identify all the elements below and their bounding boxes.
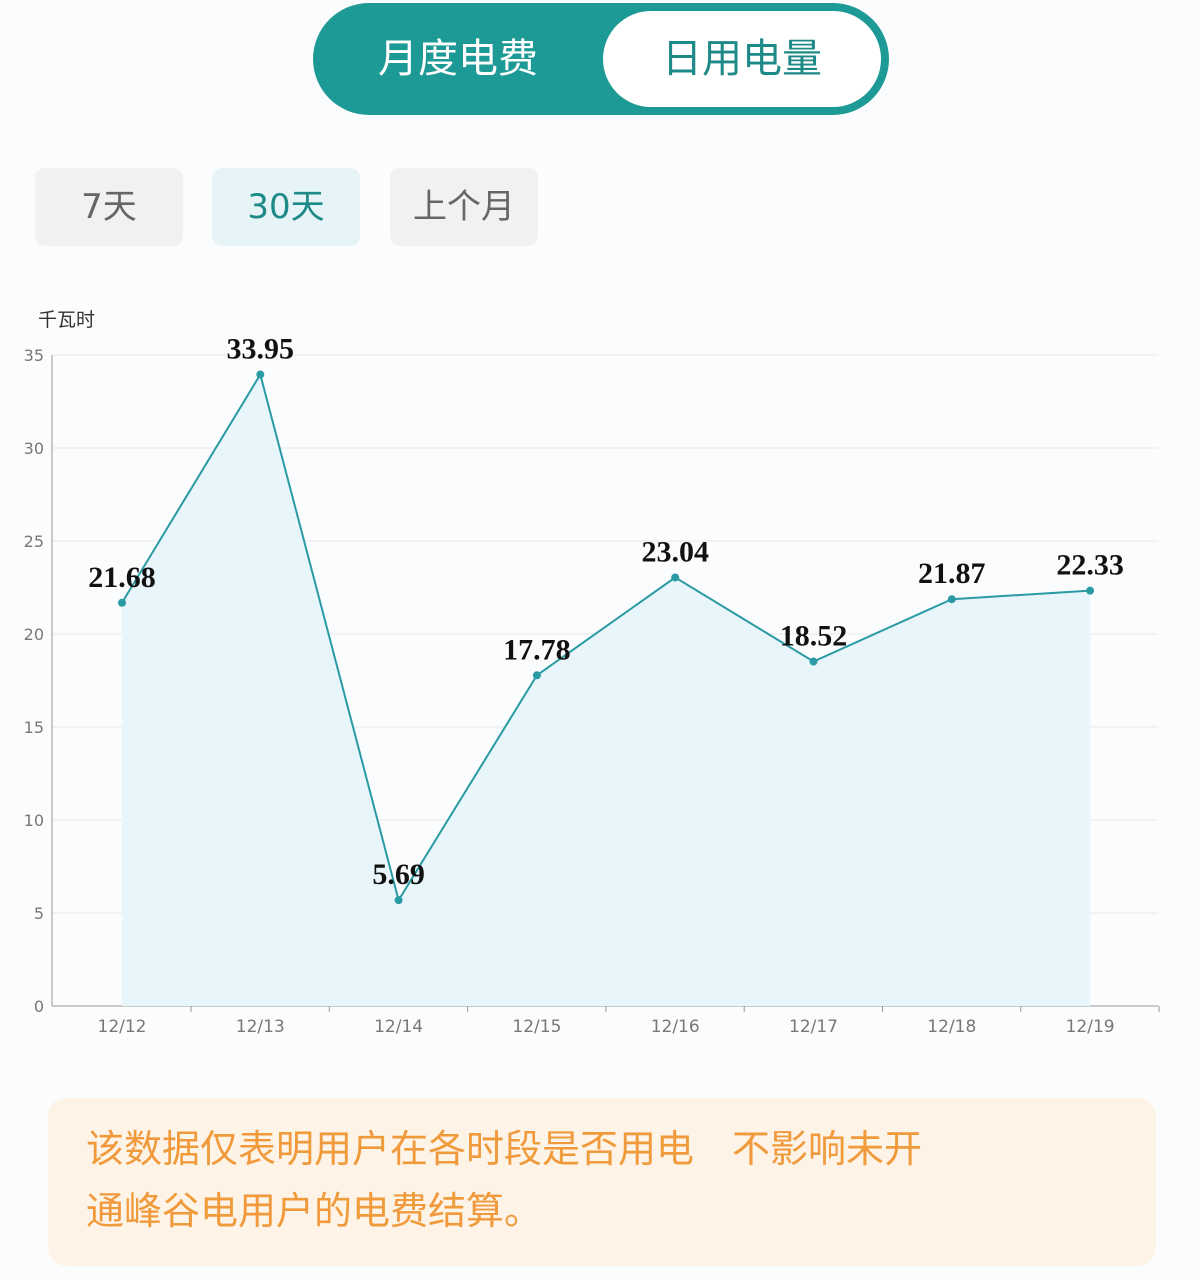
data-point <box>1086 586 1095 595</box>
range-30-days[interactable]: 30天 <box>212 168 360 246</box>
data-label: 5.69 <box>372 858 425 891</box>
y-tick-label: 10 <box>24 811 44 830</box>
y-tick-label: 30 <box>24 439 44 458</box>
data-point <box>256 370 265 379</box>
note-line-1: 该数据仅表明用户在各时段是否用电 不影响未开 <box>86 1127 923 1171</box>
view-toggle: 月度电费 日用电量 <box>313 3 889 115</box>
range-last-month[interactable]: 上个月 <box>390 168 538 246</box>
x-tick-label: 12/12 <box>98 1017 147 1037</box>
data-label: 23.04 <box>641 535 709 568</box>
data-point <box>809 657 818 666</box>
data-point <box>394 896 403 905</box>
data-label: 33.95 <box>227 333 295 366</box>
data-point <box>671 573 680 582</box>
y-tick-label: 20 <box>24 625 44 644</box>
usage-chart: 千瓦时 0 5 10 15 20 25 30 35 12/12 12/13 12/14 12/15 12/… <box>24 309 1160 1037</box>
data-label: 18.52 <box>780 620 848 653</box>
y-tick-label: 0 <box>34 997 44 1016</box>
area-fill <box>122 374 1091 1006</box>
y-tick-label: 25 <box>24 532 44 551</box>
tab-daily-usage[interactable]: 日用电量 <box>603 11 881 107</box>
x-tick-label: 12/13 <box>236 1017 285 1037</box>
data-label: 22.33 <box>1056 549 1124 582</box>
data-label: 21.87 <box>918 557 986 590</box>
x-tick-label: 12/18 <box>927 1017 976 1037</box>
tab-monthly-fee[interactable]: 月度电费 <box>378 36 538 82</box>
data-label: 17.78 <box>503 633 571 666</box>
note-line-2: 通峰谷电用户的电费结算。 <box>86 1189 543 1233</box>
y-tick-label: 35 <box>24 346 44 365</box>
range-7-days[interactable]: 7天 <box>35 168 183 246</box>
data-point <box>532 671 541 680</box>
data-point <box>947 595 956 604</box>
y-tick-label: 15 <box>24 718 44 737</box>
y-axis-label: 千瓦时 <box>38 309 95 331</box>
y-tick-label: 5 <box>34 904 44 923</box>
info-note: 该数据仅表明用户在各时段是否用电 不影响未开 通峰谷电用户的电费结算。 <box>48 1098 1156 1266</box>
x-tick-label: 12/17 <box>789 1017 838 1037</box>
x-tick-label: 12/15 <box>512 1017 561 1037</box>
x-tick-label: 12/16 <box>651 1017 700 1037</box>
x-tick-label: 12/14 <box>374 1017 423 1037</box>
data-point <box>118 598 126 607</box>
series-line <box>121 371 1091 903</box>
x-tick-label: 12/19 <box>1066 1017 1115 1037</box>
data-label: 21.68 <box>88 561 156 594</box>
